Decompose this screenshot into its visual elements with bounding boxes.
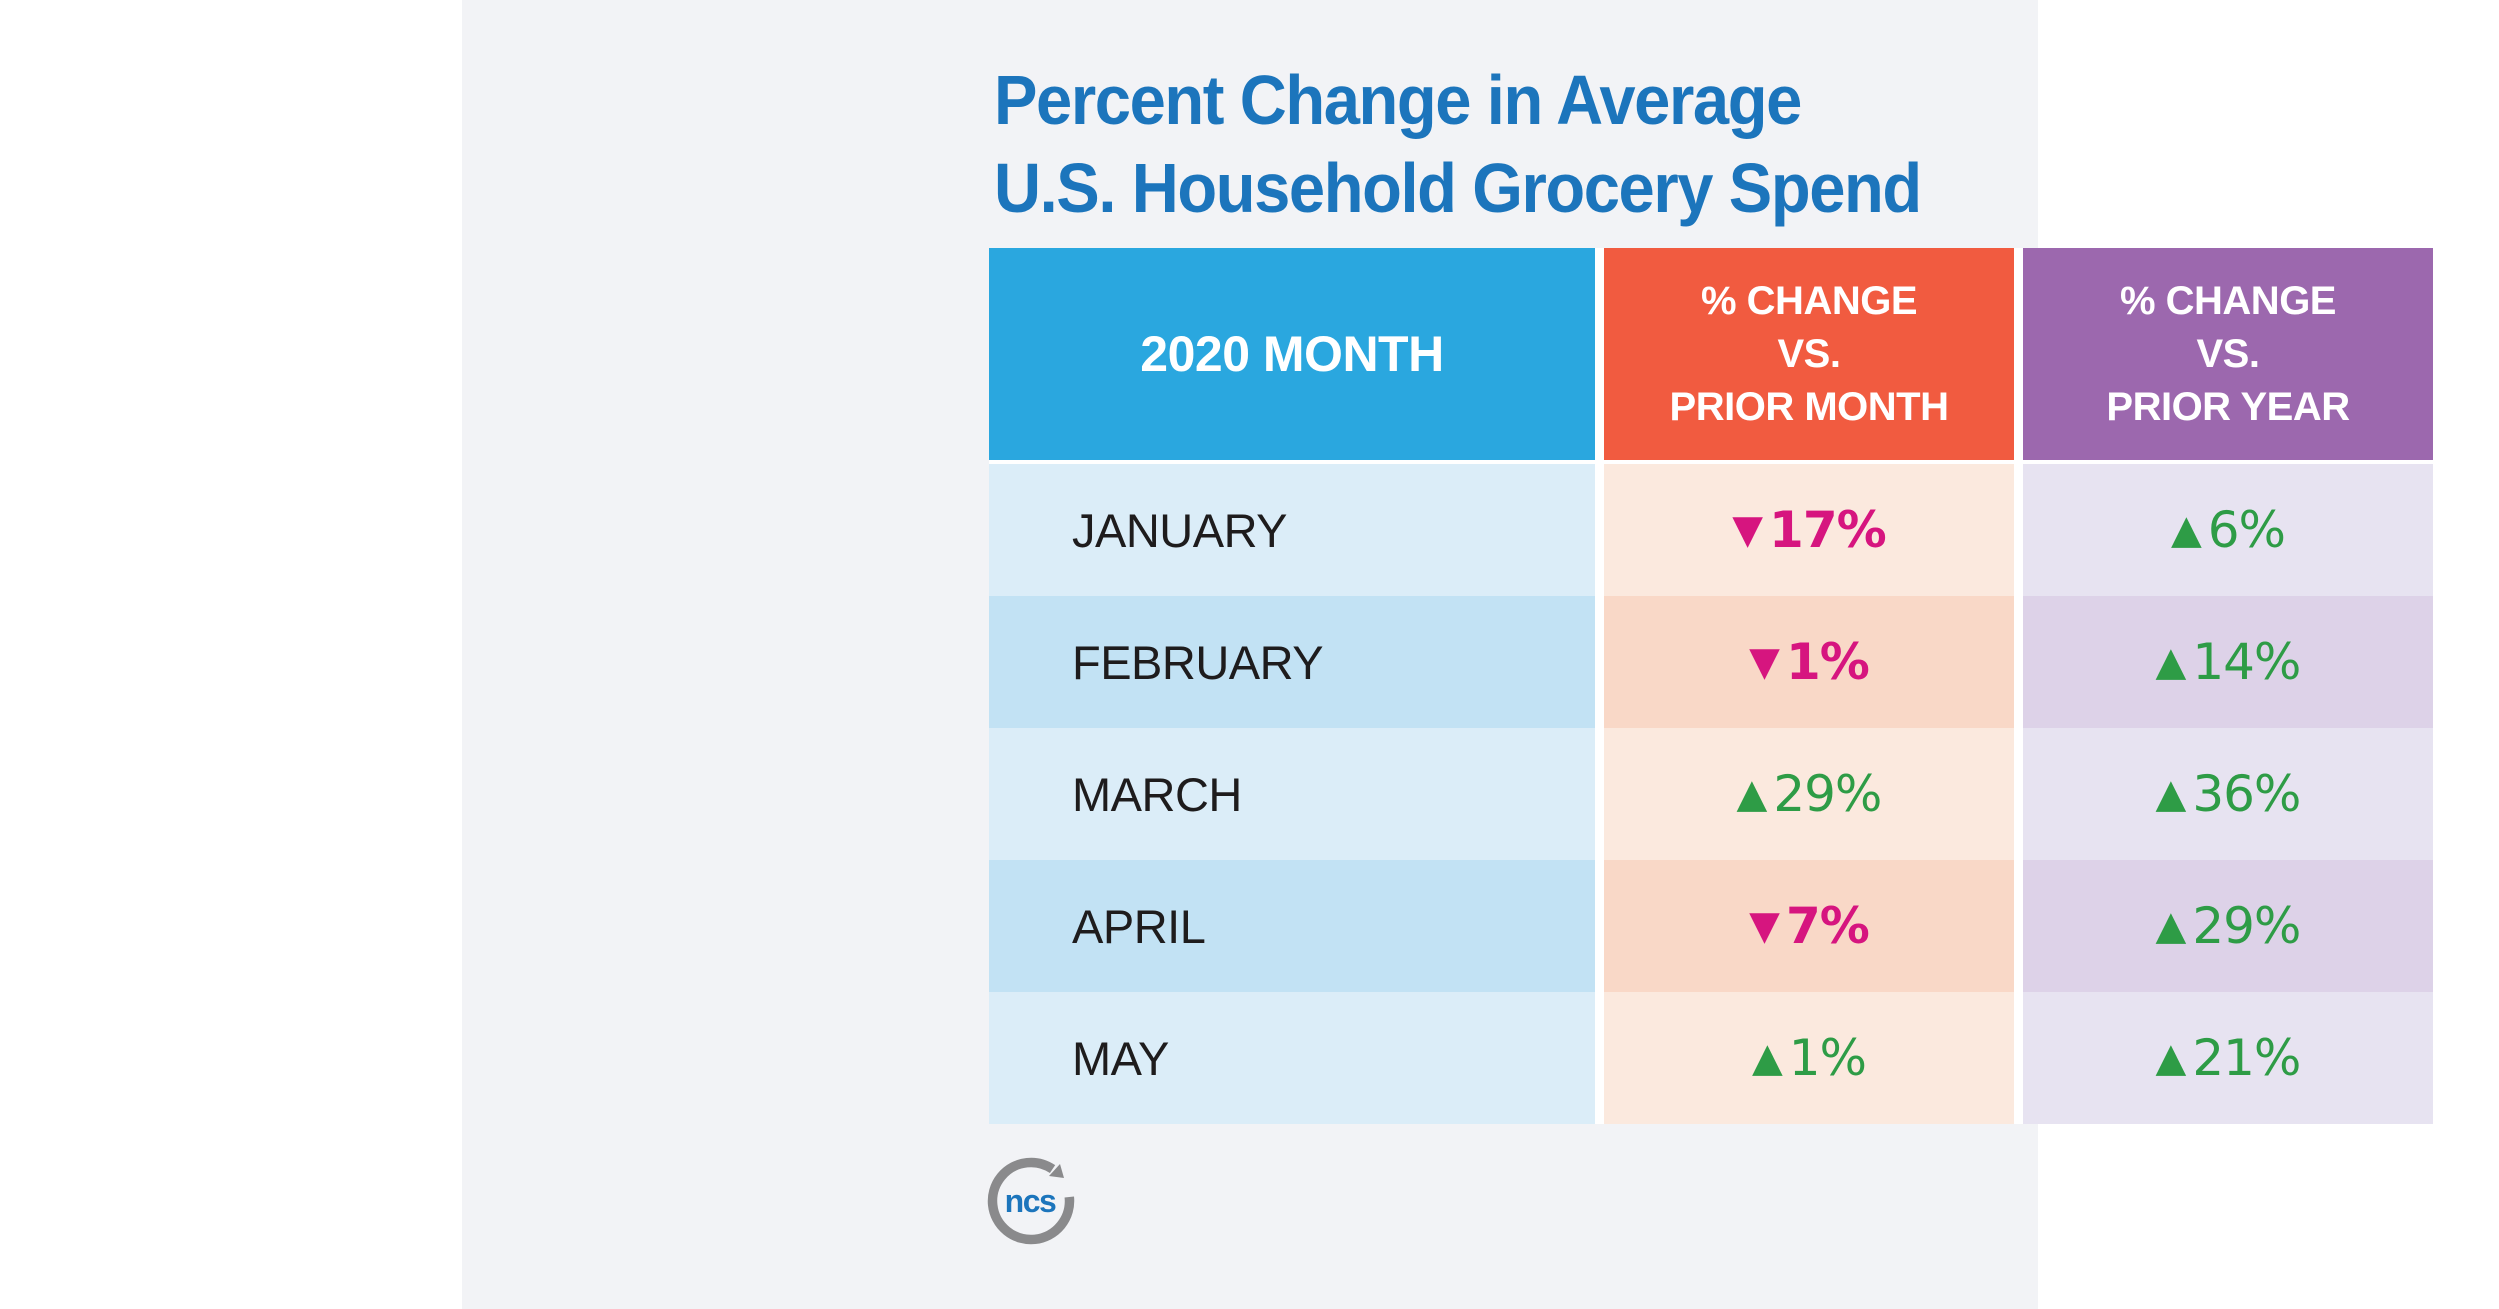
table-row-february-month: FEBRUARY <box>989 596 1595 728</box>
table-row-february-vs-prior-year: ▲ 14% <box>2023 596 2433 728</box>
value-text: 14% <box>2192 633 2301 691</box>
down-arrow-icon: ▼ <box>1732 507 1763 553</box>
page-title: Percent Change in Average U.S. Household… <box>994 56 1922 232</box>
down-arrow-icon: ▼ <box>1749 903 1780 949</box>
up-arrow-icon: ▲ <box>2155 1035 2187 1081</box>
up-arrow-icon: ▲ <box>2155 903 2187 949</box>
table-row-april-vs-prior-month: ▼ 7% <box>1604 860 2014 992</box>
value-text: 1% <box>1785 633 1870 691</box>
column-header-month-label: 2020 MONTH <box>1140 326 1444 382</box>
table-row-january-month: JANUARY <box>989 464 1595 596</box>
value-text: 17% <box>1769 501 1887 559</box>
table-row-april-vs-prior-year: ▲ 29% <box>2023 860 2433 992</box>
value-text: 6% <box>2207 501 2286 559</box>
table-row-march-vs-prior-month: ▲ 29% <box>1604 728 2014 860</box>
table-row-may-vs-prior-month: ▲ 1% <box>1604 992 2014 1124</box>
up-arrow-icon: ▲ <box>2155 639 2187 685</box>
table-row-may-month: MAY <box>989 992 1595 1124</box>
ncs-logo-ring: ncs <box>987 1157 1075 1245</box>
ncs-logo-text: ncs <box>1005 1183 1056 1219</box>
up-arrow-icon: ▲ <box>2155 771 2187 817</box>
table-row-january-vs-prior-month: ▼ 17% <box>1604 464 2014 596</box>
ncs-logo: ncs <box>984 1154 1078 1248</box>
table-row-march-vs-prior-year: ▲ 36% <box>2023 728 2433 860</box>
up-arrow-icon: ▲ <box>1736 771 1768 817</box>
column-header-vs-prior-year-label: % CHANGE VS. PRIOR YEAR <box>2106 278 2350 429</box>
ncs-logo-arrow-tip <box>1049 1164 1064 1178</box>
table-row-april-month: APRIL <box>989 860 1595 992</box>
table-row-march-month: MARCH <box>989 728 1595 860</box>
value-text: 1% <box>1788 1029 1867 1087</box>
page-title-line2: U.S. Household Grocery Spend <box>994 149 1922 227</box>
down-arrow-icon: ▼ <box>1749 639 1780 685</box>
infographic-panel: Percent Change in Average U.S. Household… <box>462 0 2433 1309</box>
up-arrow-icon: ▲ <box>2170 507 2202 553</box>
column-header-vs-prior-month-label: % CHANGE VS. PRIOR MONTH <box>1669 278 1949 429</box>
value-text: 29% <box>2192 897 2301 955</box>
value-text: 36% <box>2192 765 2301 823</box>
up-arrow-icon: ▲ <box>1751 1035 1783 1081</box>
column-header-vs-prior-month: % CHANGE VS. PRIOR MONTH <box>1604 248 2014 464</box>
table-row-february-vs-prior-month: ▼ 1% <box>1604 596 2014 728</box>
column-header-month: 2020 MONTH <box>989 248 1595 464</box>
table-row-january-vs-prior-year: ▲ 6% <box>2023 464 2433 596</box>
value-text: 7% <box>1785 897 1870 955</box>
grocery-spend-table: 2020 MONTH % CHANGE VS. PRIOR MONTH % CH… <box>989 248 2433 1124</box>
table-row-may-vs-prior-year: ▲ 21% <box>2023 992 2433 1124</box>
page-title-line1: Percent Change in Average <box>994 61 1802 139</box>
value-text: 21% <box>2192 1029 2301 1087</box>
column-header-vs-prior-year: % CHANGE VS. PRIOR YEAR <box>2023 248 2433 464</box>
value-text: 29% <box>1773 765 1882 823</box>
